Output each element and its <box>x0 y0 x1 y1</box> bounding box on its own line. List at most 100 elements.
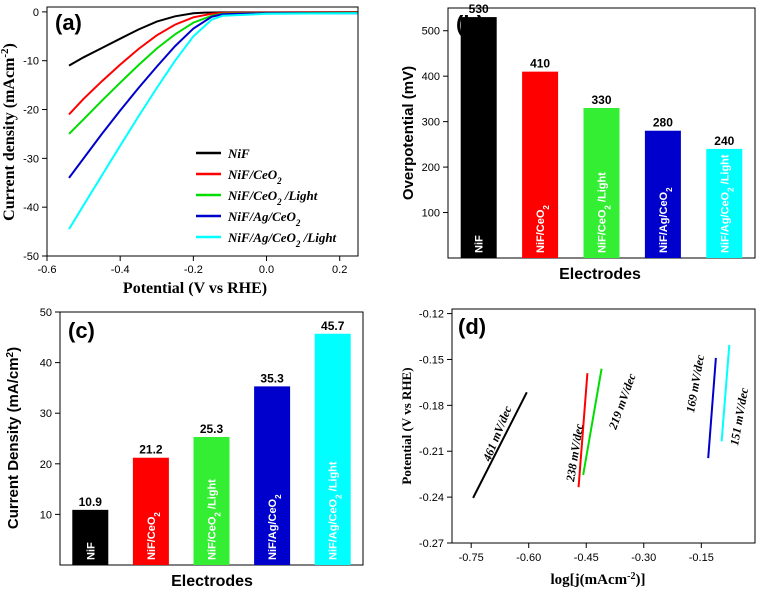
panel-a-y-axis-title-close: ) <box>1 43 18 48</box>
panel-a-legend-label-1: NiF/CeO2 <box>227 167 282 186</box>
panel-a-x-tick-label: -0.4 <box>111 264 130 276</box>
panel-a-legend-label-base: NiF/Ag/CeO <box>227 209 297 224</box>
panel-d-x-axis-title-sup: -2 <box>627 571 635 582</box>
panel-c-bar-value-label-4: 45.7 <box>321 319 345 333</box>
panel-a-legend-label-base: NiF/Ag/CeO <box>227 230 297 245</box>
panel-c-category-label-base: NiF/CeO <box>207 516 219 560</box>
panel-c-y-tick-label: 30 <box>40 408 52 420</box>
panel-c-category-label-base: NiF/Ag/CeO <box>328 498 340 560</box>
panel-d-slope-label-3: 169 mV/dec <box>683 353 707 414</box>
panel-d-y-axis-title: Potential (V vs RHE) <box>399 367 414 484</box>
panel-a-y-axis-title-sup: -2 <box>0 48 11 58</box>
panel-a-y-tick-label: -10 <box>23 56 39 68</box>
panel-a-y-tick-label: -40 <box>23 202 39 214</box>
panel-d-y-tick-label: -0.15 <box>419 354 444 366</box>
panel-a-x-tick-label: -0.6 <box>38 264 57 276</box>
panel-a-y-axis-title-main: Current density (mAcm <box>1 57 18 221</box>
panel-b-bar-value-label-1: 410 <box>530 57 550 71</box>
panel-a-series-line-2 <box>68 11 359 135</box>
panel-c-y-axis-title-main: Current Density (mA/cm <box>5 357 22 529</box>
panel-a-x-tick-label: 0.2 <box>332 264 347 276</box>
panel-b-bar-value-label-3: 280 <box>653 116 673 130</box>
panel-c-bar-2 <box>193 436 230 565</box>
panel-a-legend-label-sub: 2 <box>295 239 301 249</box>
panel-b-category-label-base: NiF/CeO <box>535 209 547 253</box>
panel-b-y-tick-label: 500 <box>422 26 440 38</box>
panel-c-bar-1 <box>132 457 169 565</box>
panel-a-series-line-1 <box>68 11 359 116</box>
panel-c-bar-0 <box>72 509 109 565</box>
panel-b-category-label-base: NiF <box>474 235 486 253</box>
panel-d-y-tick-label: -0.21 <box>419 446 444 458</box>
panel-b-category-label-suffix: /Light <box>719 154 731 187</box>
panel-a-legend-label-3: NiF/Ag/CeO2 <box>227 209 301 228</box>
panel-d-y-tick-label: -0.18 <box>419 400 444 412</box>
panel-c-bar-3 <box>254 386 291 565</box>
panel-d-y-tick-label: -0.12 <box>419 309 444 321</box>
panel-b-bar-2 <box>583 108 620 258</box>
panel-c-y-axis-title-sup: 2 <box>5 351 16 357</box>
panel-a-legend-label-sub: 2 <box>276 176 282 186</box>
panel-b-category-label-sub: 2 <box>664 187 673 192</box>
panel-d-slope-label-0: 461 mV/dec <box>479 403 514 464</box>
panel-a-legend-label-suffix: /Light <box>282 188 318 203</box>
panel-a-potential-current-chart: -0.6 -0.4 -0.2 0.0 0.2 0 -10 -20 -30 -40 -50 (a) P… <box>0 6 359 297</box>
panel-d-slope-label-4: 151 mV/dec <box>727 386 751 447</box>
panel-b-y-tick-label: 400 <box>422 71 440 83</box>
panel-a-plot-frame <box>46 6 359 257</box>
panel-b-category-label-base: NiF/Ag/CeO <box>719 191 731 253</box>
panel-b-category-label-suffix: /Light <box>597 172 609 205</box>
panel-d-x-axis-title: log[j(mAcm-2)] <box>551 571 646 589</box>
panel-a-y-tick-label: 0 <box>33 7 39 19</box>
panel-a-legend-label-base: NiF/CeO <box>227 188 278 203</box>
panel-b-y-tick-label: 100 <box>422 208 440 220</box>
panel-a-label: (a) <box>55 10 82 35</box>
panel-c-y-axis-title-close: ) <box>5 347 22 352</box>
panel-b-y-tick-label: 200 <box>422 162 440 174</box>
panel-d-x-tick-label: -0.45 <box>574 552 599 564</box>
panel-a-y-tick-label: -30 <box>23 153 39 165</box>
panel-b-bar-1 <box>522 71 559 259</box>
panel-c-category-label-sub: 2 <box>152 512 161 517</box>
panel-a-legend-label-sub: 2 <box>276 197 282 207</box>
panel-b-label: (b) <box>456 11 484 36</box>
panel-c-category-label-suffix: /Light <box>207 479 219 512</box>
panel-c-category-label-base: NiF <box>85 542 97 560</box>
panel-c-bar-value-label-2: 25.3 <box>200 422 224 436</box>
panel-b-category-label-base: NiF/CeO <box>597 209 609 253</box>
panel-a-series-line-0 <box>68 11 359 67</box>
panel-b-bar-3 <box>644 130 681 258</box>
panel-c-bar-4 <box>314 333 351 565</box>
panel-c-y-tick-label: 40 <box>40 358 52 370</box>
panel-d-x-tick-label: -0.75 <box>459 552 484 564</box>
panel-b-bar-value-label-2: 330 <box>591 93 611 107</box>
panel-c-y-tick-label: 50 <box>40 307 52 319</box>
panel-d-fit-line-0 <box>472 391 528 499</box>
panel-a-x-tick-label: -0.2 <box>184 264 203 276</box>
panel-c-category-label-3: NiF/Ag/CeO2 <box>267 494 283 560</box>
panel-b-category-label-4: NiF/Ag/CeO2 /Light <box>719 154 735 253</box>
panel-c-category-label-base: NiF/CeO <box>146 516 158 560</box>
panel-c-y-tick-label: 10 <box>40 509 52 521</box>
panel-c-bar-value-label-3: 35.3 <box>260 371 284 385</box>
panel-c-y-tick-label: 20 <box>40 459 52 471</box>
panel-c-category-label-sub: 2 <box>213 512 222 517</box>
panel-d-fit-line-4 <box>720 344 731 442</box>
panel-d-x-axis-title-close: )] <box>635 572 645 588</box>
panel-a-legend-label-base: NiF <box>227 146 250 161</box>
panel-b-category-label-2: NiF/CeO2 /Light <box>597 172 613 253</box>
panel-b-category-label-sub: 2 <box>542 205 551 210</box>
panel-c-category-label-sub: 2 <box>274 494 283 499</box>
panel-a-legend-label-sub: 2 <box>295 218 301 228</box>
panel-d-plot-frame <box>451 308 756 544</box>
panel-c-category-label-1: NiF/CeO2 <box>146 512 162 560</box>
panel-b-category-label-1: NiF/CeO2 <box>535 205 551 253</box>
panel-c-category-label-4: NiF/Ag/CeO2 /Light <box>328 461 344 560</box>
panel-a-legend-label-0: NiF <box>227 146 250 161</box>
panel-a-series-line-3 <box>68 12 358 179</box>
